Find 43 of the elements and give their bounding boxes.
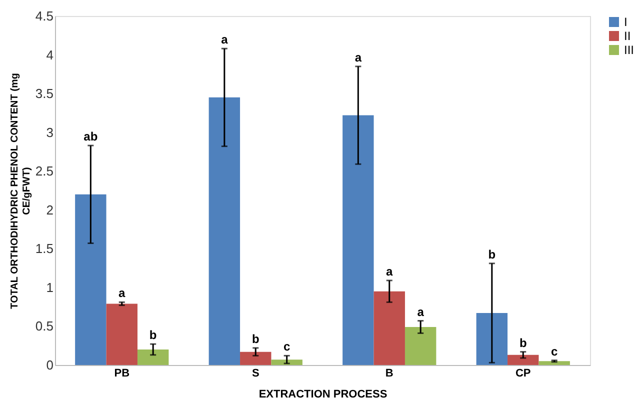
bar [374, 291, 405, 365]
legend-label: II [624, 29, 631, 43]
x-tick-label: PB [114, 368, 130, 380]
annotation: a [118, 286, 126, 300]
annotation: a [417, 304, 424, 319]
annotation: b [519, 336, 527, 350]
y-tick-label: 3 [46, 124, 54, 140]
bar [271, 360, 302, 365]
legend-label: III [624, 43, 634, 57]
y-tick-label: 0 [46, 358, 54, 372]
bar [240, 352, 272, 365]
bar [106, 304, 138, 365]
bar [508, 354, 539, 365]
bar [538, 361, 570, 365]
annotation: b [252, 332, 260, 346]
y-axis-title: TOTAL ORTHODIHYDRIC PHENOL CONTENT (mg CE/gFWT) [9, 73, 32, 309]
annotation: a [386, 264, 394, 278]
bar [476, 313, 508, 365]
annotation: ab [84, 130, 98, 144]
bar [137, 349, 169, 365]
x-tick-label: S [252, 368, 260, 380]
y-tick-label: 0.5 [35, 318, 54, 334]
x-axis-title: EXTRACTION PROCESS [258, 388, 388, 400]
bar [75, 194, 106, 365]
bar [208, 97, 240, 365]
bar [342, 115, 374, 365]
annotation: b [149, 328, 157, 342]
x-tick-label: B [385, 368, 394, 380]
bar [404, 327, 436, 365]
y-tick-label: 4.5 [35, 8, 54, 24]
y-tick-label: 2 [46, 202, 54, 218]
y-tick-label: 4 [46, 47, 54, 62]
annotation: c [283, 340, 290, 354]
annotation: a [354, 50, 362, 64]
y-tick-label: 1.5 [35, 241, 54, 256]
x-tick-label: CP [515, 368, 531, 380]
y-tick-label: 1 [46, 280, 54, 295]
y-tick-label: 2.5 [35, 164, 54, 179]
annotation: b [488, 247, 496, 262]
annotation: c [550, 344, 558, 358]
annotation: a [221, 32, 228, 47]
y-tick-label: 3.5 [35, 86, 54, 102]
legend-label: I [624, 15, 628, 29]
